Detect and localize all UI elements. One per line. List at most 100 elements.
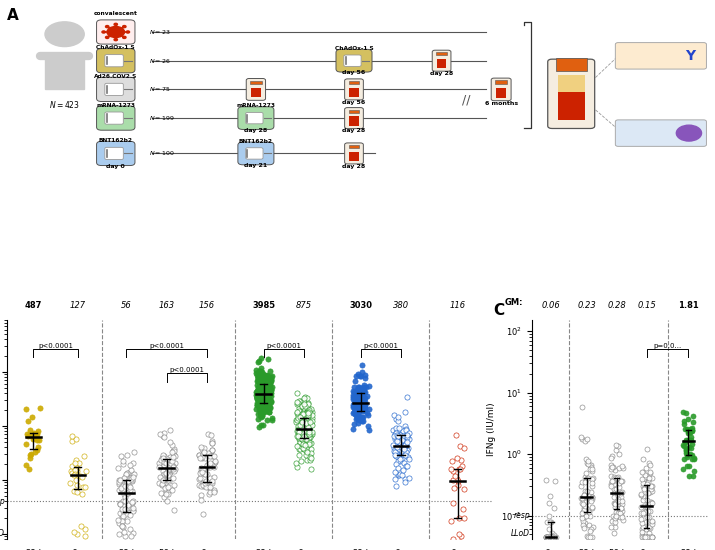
Point xyxy=(681,436,692,445)
Point xyxy=(253,394,265,403)
Point xyxy=(254,423,265,432)
Point xyxy=(68,470,79,479)
Point xyxy=(645,461,656,470)
Point xyxy=(348,420,360,428)
Point xyxy=(397,436,408,444)
Point xyxy=(584,512,596,521)
Point xyxy=(682,427,694,436)
Point xyxy=(252,400,263,409)
Point xyxy=(265,376,277,385)
Point xyxy=(299,444,310,453)
Point xyxy=(616,507,628,515)
Point xyxy=(541,518,553,526)
Point xyxy=(253,399,265,408)
Point xyxy=(114,476,125,485)
Point xyxy=(678,416,689,425)
Point xyxy=(260,399,272,408)
Point xyxy=(259,396,270,405)
Point xyxy=(253,357,265,366)
Point xyxy=(254,373,265,382)
Point xyxy=(250,388,262,397)
Point xyxy=(360,373,371,382)
Point xyxy=(254,387,265,396)
Point xyxy=(296,417,307,426)
Point xyxy=(638,533,649,542)
Point xyxy=(544,533,556,542)
Point xyxy=(201,477,212,486)
Text: BNT162b2: BNT162b2 xyxy=(99,138,133,143)
Point xyxy=(126,499,137,508)
Point xyxy=(305,430,316,438)
Point xyxy=(293,410,305,419)
Point xyxy=(402,461,413,470)
Point xyxy=(616,503,627,512)
Point xyxy=(169,459,180,468)
Point xyxy=(613,496,625,505)
Point xyxy=(122,488,134,497)
Point xyxy=(262,402,274,410)
Point xyxy=(255,384,266,393)
Point xyxy=(252,391,264,400)
Point xyxy=(291,416,302,425)
Point xyxy=(115,452,127,461)
Point xyxy=(199,454,211,463)
Point xyxy=(255,393,266,402)
Point xyxy=(395,456,406,465)
Point xyxy=(265,386,277,394)
Point xyxy=(290,459,302,468)
Point xyxy=(295,426,306,434)
Text: 6 months: 6 months xyxy=(485,101,518,106)
Point xyxy=(300,419,311,428)
Point xyxy=(168,505,179,514)
Point xyxy=(159,461,170,470)
Point xyxy=(586,493,597,502)
Bar xyxy=(436,52,447,56)
Point xyxy=(295,437,307,446)
Point xyxy=(352,388,363,397)
Point xyxy=(580,519,591,528)
Point xyxy=(252,385,264,394)
Point xyxy=(297,415,309,424)
Text: $N = 199$: $N = 199$ xyxy=(149,114,175,122)
Point xyxy=(392,450,403,459)
Point xyxy=(305,431,317,440)
Point xyxy=(295,430,307,438)
Point xyxy=(260,388,271,397)
Point xyxy=(608,529,620,537)
Point xyxy=(301,432,312,441)
Point xyxy=(258,392,270,401)
Point xyxy=(204,483,216,492)
Point xyxy=(358,394,370,403)
Point xyxy=(606,482,617,491)
Point xyxy=(300,421,311,430)
Point xyxy=(116,485,127,494)
Point xyxy=(611,488,623,497)
Point xyxy=(265,380,276,389)
Point xyxy=(347,403,359,411)
Text: LLoD: LLoD xyxy=(511,529,530,538)
Point xyxy=(579,501,591,510)
FancyBboxPatch shape xyxy=(246,79,265,100)
Circle shape xyxy=(123,25,126,28)
Point xyxy=(255,405,267,414)
Point xyxy=(646,516,658,525)
Point xyxy=(298,395,310,404)
Point xyxy=(686,439,698,448)
Point xyxy=(643,507,654,516)
Point xyxy=(70,455,82,464)
Point xyxy=(393,440,405,449)
Point xyxy=(257,393,268,402)
Point xyxy=(79,532,91,541)
Point xyxy=(301,403,312,412)
Point xyxy=(681,451,693,460)
Point xyxy=(304,418,315,427)
FancyBboxPatch shape xyxy=(491,78,511,101)
Point xyxy=(264,367,275,376)
Point xyxy=(581,503,592,512)
Point xyxy=(540,533,551,542)
Point xyxy=(362,422,373,431)
Point xyxy=(396,444,408,453)
Bar xyxy=(251,87,261,97)
Point xyxy=(301,394,312,403)
Point xyxy=(298,427,310,436)
